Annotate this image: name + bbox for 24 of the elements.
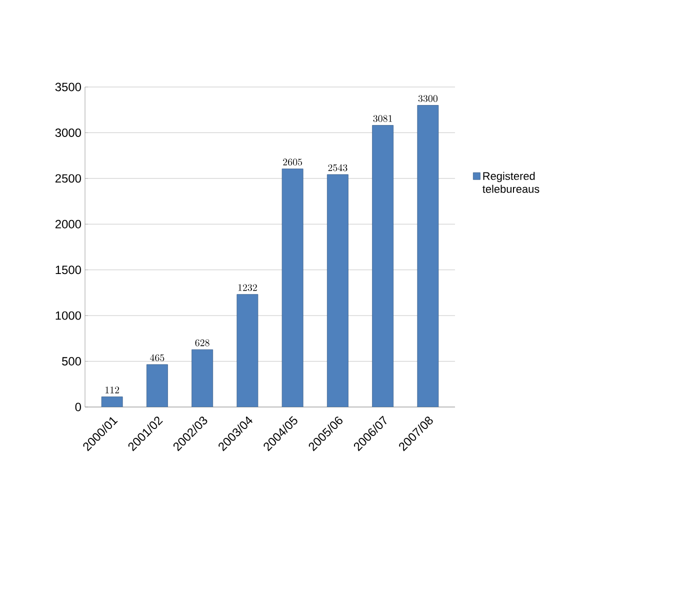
bar [192, 349, 214, 407]
data-label: 3300 [418, 95, 438, 102]
y-tick-label: 500 [62, 357, 82, 366]
data-label: 2605 [283, 158, 302, 166]
y-tick-label: 1000 [56, 311, 82, 320]
data-label: 628 [195, 339, 210, 346]
y-tick-label: 3000 [55, 128, 82, 137]
bar [372, 125, 394, 407]
bar [236, 294, 258, 407]
y-tick-label: 1500 [56, 266, 82, 274]
bar [146, 364, 168, 407]
y-tick-label: 2500 [55, 174, 82, 183]
data-label: 2543 [328, 164, 348, 172]
bar [417, 105, 439, 407]
y-tick-label: 3500 [55, 82, 82, 92]
y-tick-label: 2000 [55, 220, 82, 228]
bar [326, 174, 348, 407]
legend-label: Registered telebureaus [482, 172, 540, 193]
data-label: 465 [150, 354, 164, 362]
bar [282, 168, 304, 407]
data-label: 3081 [373, 115, 392, 122]
data-label: 1232 [238, 284, 257, 292]
y-tick-label: 0 [75, 402, 82, 412]
data-label: 112 [105, 386, 120, 394]
